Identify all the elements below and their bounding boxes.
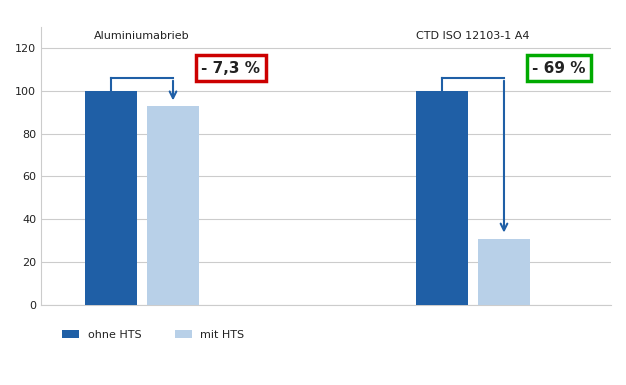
Text: CTD ISO 12103-1 A4: CTD ISO 12103-1 A4 bbox=[416, 31, 530, 41]
Bar bbox=[478, 239, 530, 305]
Text: Aluminiumabrieb: Aluminiumabrieb bbox=[95, 31, 190, 41]
Text: - 69 %: - 69 % bbox=[532, 61, 586, 76]
Text: - 7,3 %: - 7,3 % bbox=[202, 61, 260, 76]
Bar bbox=[86, 91, 137, 305]
Legend: ohne HTS, mit HTS: ohne HTS, mit HTS bbox=[58, 325, 249, 344]
Bar bbox=[416, 91, 468, 305]
Bar bbox=[147, 106, 198, 305]
